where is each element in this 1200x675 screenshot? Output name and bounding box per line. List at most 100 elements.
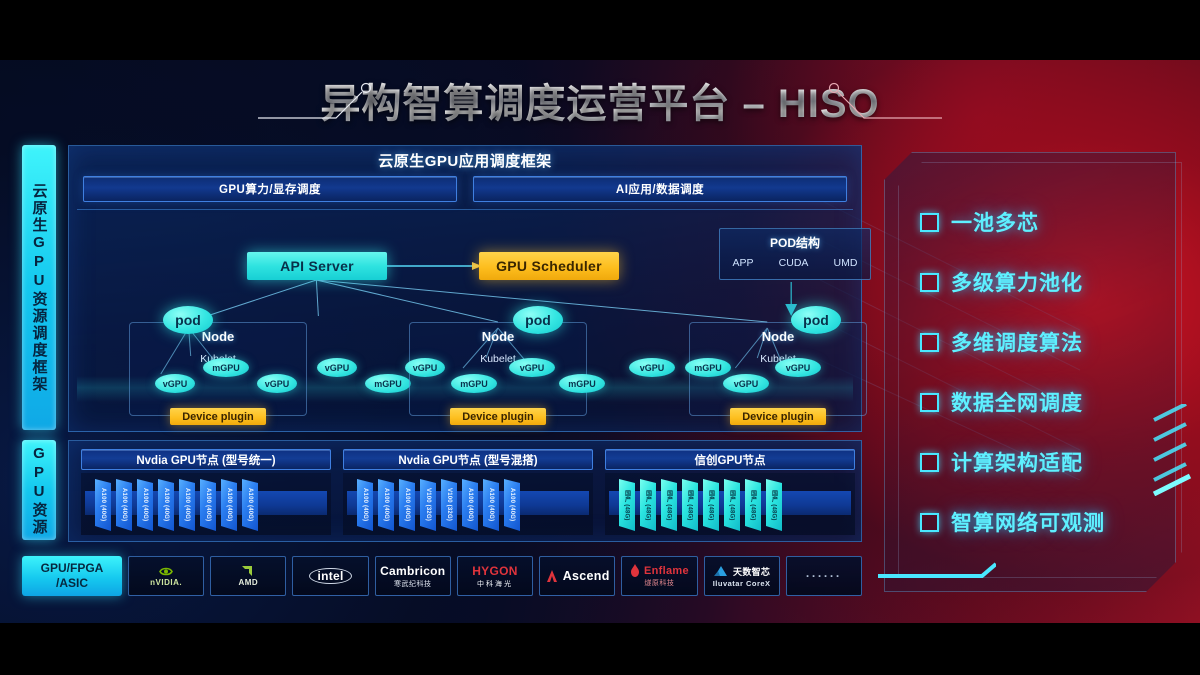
gpu-card[interactable]: 国产 (48G) <box>766 479 782 531</box>
gpu-card-list-1: A100 (40G) A100 (40G) A100 (40G) A100 (4… <box>95 479 258 531</box>
gpu-card[interactable]: 国产 (48G) <box>703 479 719 531</box>
feature-item-6[interactable]: 智算网络可观测 <box>920 492 1158 552</box>
api-server-box[interactable]: API Server <box>247 252 387 280</box>
gpu-card[interactable]: 国产 (48G) <box>661 479 677 531</box>
title-decoration-left-icon <box>258 82 372 119</box>
vendor-logo-iluvatar[interactable]: 天数智芯 Iluvatar CoreX <box>703 556 780 596</box>
vendor-name-enflame: Enflame <box>643 564 689 577</box>
vendor-logo-more[interactable]: ······ <box>785 556 862 596</box>
node-2-device-plugin[interactable]: Device plugin <box>450 408 546 425</box>
node-3-gpu-2[interactable]: vGPU <box>723 374 769 393</box>
feature-item-5[interactable]: 计算架构适配 <box>920 432 1158 492</box>
vendor-name-amd: AMD <box>238 578 259 587</box>
gpu-card[interactable]: 国产 (48G) <box>682 479 698 531</box>
feature-panel-frame-inner <box>898 162 1182 578</box>
gpu-card[interactable]: 国产 (48G) <box>724 479 740 531</box>
gpu-card-label: A100 (40G) <box>205 488 211 522</box>
gpu-resource-panel: Nvdia GPU节点 (型号统一) A100 (40G) A100 (40G)… <box>68 440 862 542</box>
gpu-card[interactable]: A100 (40G) <box>200 479 216 531</box>
gpu-card[interactable]: A100 (40G) <box>462 479 478 531</box>
vendor-logo-cambricon[interactable]: Cambricon 寒武纪科技 <box>374 556 451 596</box>
architecture-diagram: 云原生GPU资源调度框架 GPU资源 云原生GPU应用调度框架 GPU算力/显存… <box>22 143 871 603</box>
gpu-card[interactable]: A100 (40G) <box>179 479 195 531</box>
node-2-kubelet: Kubelet <box>480 353 516 365</box>
node-1-title: Node <box>201 329 235 344</box>
gpu-card[interactable]: A100 (40G) <box>95 479 111 531</box>
gpu-card-label: A100 (40G) <box>121 488 127 522</box>
vendor-name-hygon-cn: 中科海光 <box>476 580 513 588</box>
gpu-card-label: 国产 (48G) <box>707 489 714 521</box>
iluvatar-mountain-icon <box>714 566 728 576</box>
feature-item-2[interactable]: 多级算力池化 <box>920 252 1158 312</box>
vendor-category-line2: /ASIC <box>55 575 88 590</box>
gpu-node-group-2: Nvdia GPU节点 (型号混搭) A100 (40G) A100 (40G)… <box>343 449 593 535</box>
gpu-card[interactable]: V100 (32G) <box>441 479 457 531</box>
node-1-gpu-2[interactable]: mGPU <box>203 358 249 377</box>
node-2-pod[interactable]: pod <box>513 306 563 334</box>
gpu-card[interactable]: 国产 (48G) <box>745 479 761 531</box>
scheduling-bars: GPU算力/显存调度 AI应用/数据调度 <box>83 176 847 202</box>
feature-item-3[interactable]: 多维调度算法 <box>920 312 1158 372</box>
node-1-gpu-3[interactable]: vGPU <box>257 374 297 393</box>
vendor-logo-nvidia[interactable]: nVIDIA. <box>128 556 205 596</box>
bar-ai-application[interactable]: AI应用/数据调度 <box>473 176 847 202</box>
vendor-logo-amd[interactable]: AMD <box>210 556 287 596</box>
gpu-scheduler-box[interactable]: GPU Scheduler <box>479 252 619 280</box>
gpu-card-list-2: A100 (40G) A100 (40G) A100 (40G) V100 (3… <box>357 479 520 531</box>
gpu-card-label: 国产 (48G) <box>770 489 777 521</box>
node-1-gpu-5[interactable]: mGPU <box>365 374 411 393</box>
gpu-card[interactable]: A100 (40G) <box>483 479 499 531</box>
node-1-gpu-1[interactable]: vGPU <box>155 374 195 393</box>
feature-label-3: 多维调度算法 <box>951 332 1083 355</box>
gpu-card[interactable]: A100 (40G) <box>158 479 174 531</box>
node-3-gpu-3[interactable]: vGPU <box>775 358 821 377</box>
gpu-card[interactable]: A100 (40G) <box>221 479 237 531</box>
node-3-pod[interactable]: pod <box>791 306 841 334</box>
nvidia-eye-icon <box>159 567 174 575</box>
vendor-logo-ascend[interactable]: Ascend <box>539 556 616 596</box>
gpu-card[interactable]: 国产 (48G) <box>640 479 656 531</box>
panel-decoration-right-icon <box>1152 404 1192 496</box>
vendor-logo-intel[interactable]: intel <box>292 556 369 596</box>
node-3-device-plugin[interactable]: Device plugin <box>730 408 826 425</box>
gpu-card[interactable]: A100 (40G) <box>378 479 394 531</box>
gpu-card[interactable]: 国产 (48G) <box>619 479 635 531</box>
vendor-name-iluvatar-cn: 天数智芯 <box>733 566 771 577</box>
node-1-pod[interactable]: pod <box>163 306 213 334</box>
node-3-gpu-1[interactable]: mGPU <box>685 358 731 377</box>
gpu-card-label: A100 (40G) <box>509 488 515 522</box>
node-2-gpu-2[interactable]: mGPU <box>451 374 497 393</box>
gpu-card[interactable]: A100 (40G) <box>116 479 132 531</box>
node-2-gpu-3[interactable]: vGPU <box>509 358 555 377</box>
gpu-card[interactable]: A100 (40G) <box>137 479 153 531</box>
panel-decoration-bottom-left-icon <box>878 562 996 578</box>
node-2-gpu-4[interactable]: mGPU <box>559 374 605 393</box>
gpu-card-label: 国产 (48G) <box>623 489 630 521</box>
pod-layer-cuda: CUDA <box>778 257 809 269</box>
node-1-device-plugin[interactable]: Device plugin <box>170 408 266 425</box>
gpu-card[interactable]: A100 (40G) <box>504 479 520 531</box>
vendor-logo-hygon[interactable]: HYGON 中科海光 <box>456 556 534 596</box>
node-2-gpu-1[interactable]: vGPU <box>405 358 445 377</box>
feature-item-1[interactable]: 一池多芯 <box>920 192 1158 252</box>
vendor-logo-enflame[interactable]: Enflame 燧原科技 <box>621 556 698 596</box>
feature-label-5: 计算架构适配 <box>951 452 1083 475</box>
vendor-name-cambricon-cn: 寒武纪科技 <box>394 580 432 588</box>
gpu-card[interactable]: V100 (32G) <box>420 479 436 531</box>
node-1: Node Kubelet Device plugin <box>129 322 307 425</box>
gpu-card[interactable]: A100 (40G) <box>357 479 373 531</box>
gpu-card-label: V100 (32G) <box>446 488 452 522</box>
node-1-gpu-4[interactable]: vGPU <box>317 358 357 377</box>
node-2-gpu-5[interactable]: vGPU <box>629 358 675 377</box>
gpu-card[interactable]: A100 (40G) <box>242 479 258 531</box>
side-label-gpu-resource: GPU资源 <box>22 440 56 540</box>
gpu-card-label: A100 (40G) <box>163 488 169 522</box>
feature-item-4[interactable]: 数据全网调度 <box>920 372 1158 432</box>
checkbox-icon <box>920 332 939 352</box>
pod-layer-app: APP <box>732 257 754 269</box>
gpu-card-label: A100 (40G) <box>488 488 494 522</box>
gpu-card[interactable]: A100 (40G) <box>399 479 415 531</box>
gpu-card-label: 国产 (48G) <box>686 489 693 521</box>
bar-gpu-compute[interactable]: GPU算力/显存调度 <box>83 176 457 202</box>
